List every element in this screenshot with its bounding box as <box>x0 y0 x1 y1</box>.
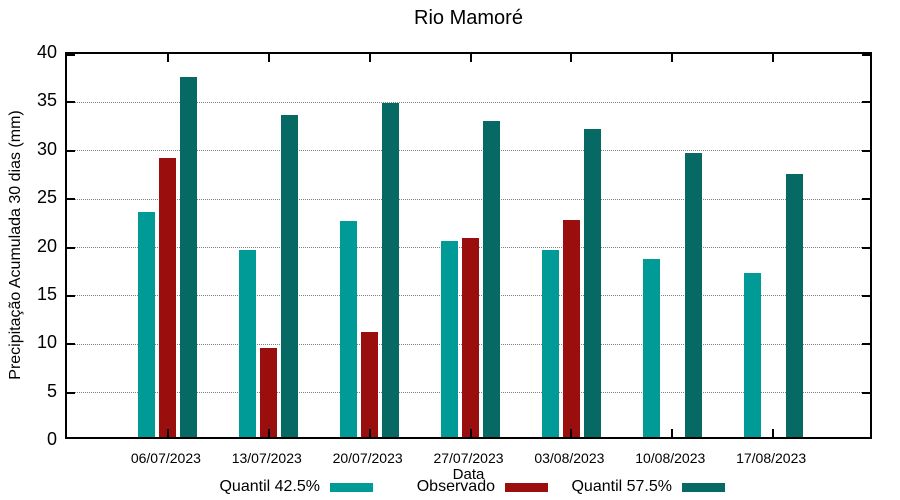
y-tick-right-10 <box>862 343 870 346</box>
plot-area <box>65 52 872 439</box>
gridline-y-35 <box>67 101 870 103</box>
bar-quantil-57-5--3 <box>483 120 500 437</box>
y-tick-left-15 <box>67 294 75 297</box>
bar-observado-0 <box>159 158 177 437</box>
y-tick-right-25 <box>862 198 870 201</box>
x-tick-bottom-6 <box>772 429 775 437</box>
legend-label-quantil-57-5: Quantil 57.5% <box>571 478 672 495</box>
x-tick-bottom-3 <box>469 429 472 437</box>
bar-quantil-57-5--0 <box>180 77 198 437</box>
bar-quantil-57-5--6 <box>785 173 803 437</box>
bar-quantil-42-5--3 <box>441 240 458 437</box>
x-tick-label-4: 03/08/2023 <box>534 450 605 466</box>
y-tick-label-30: 30 <box>36 138 57 159</box>
x-tick-top-4 <box>570 54 573 62</box>
gridline-y-30 <box>67 150 870 152</box>
x-tick-bottom-5 <box>671 429 674 437</box>
bar-quantil-42-5--4 <box>541 250 559 437</box>
x-tick-bottom-4 <box>570 429 573 437</box>
bar-quantil-42-5--0 <box>138 211 156 437</box>
bar-quantil-42-5--6 <box>743 272 761 437</box>
bar-observado-2 <box>361 331 379 437</box>
bar-quantil-57-5--2 <box>382 103 400 437</box>
bar-quantil-57-5--1 <box>281 114 299 437</box>
y-tick-right-30 <box>862 149 870 152</box>
y-tick-label-40: 40 <box>36 42 57 62</box>
legend-label-quantil-42-5: Quantil 42.5% <box>219 478 320 495</box>
x-tick-label-3: 27/07/2023 <box>433 450 504 466</box>
y-tick-label-20: 20 <box>36 235 57 256</box>
y-tick-label-25: 25 <box>36 187 57 208</box>
bar-observado-4 <box>562 220 580 437</box>
bar-observado-1 <box>260 348 278 437</box>
x-tick-label-2: 20/07/2023 <box>332 450 403 466</box>
x-tick-top-0 <box>166 54 169 62</box>
y-tick-label-0: 0 <box>46 429 57 449</box>
x-tick-top-6 <box>772 54 775 62</box>
bar-quantil-57-5--4 <box>583 129 601 437</box>
y-tick-label-5: 5 <box>46 380 57 401</box>
x-tick-bottom-2 <box>368 429 371 437</box>
y-tick-right-15 <box>862 294 870 297</box>
y-tick-left-0 <box>67 437 75 439</box>
y-tick-right-5 <box>862 391 870 394</box>
x-tick-top-1 <box>267 54 270 62</box>
y-tick-left-25 <box>67 198 75 201</box>
y-tick-right-20 <box>862 246 870 249</box>
chart-title: Rio Mamoré <box>414 7 523 29</box>
y-tick-label-35: 35 <box>36 90 57 111</box>
y-tick-left-35 <box>67 101 75 104</box>
bar-quantil-42-5--1 <box>239 250 257 437</box>
legend-swatch-quantil-42-5 <box>330 482 373 492</box>
x-tick-bottom-0 <box>166 429 169 437</box>
y-tick-left-30 <box>67 149 75 152</box>
bar-quantil-57-5--5 <box>684 152 702 437</box>
legend-item-observado: Observado <box>417 478 548 496</box>
bar-observado-3 <box>462 237 479 437</box>
x-tick-label-1: 13/07/2023 <box>231 450 302 466</box>
legend-swatch-observado <box>505 482 548 492</box>
x-tick-label-6: 17/08/2023 <box>736 450 807 466</box>
y-tick-label-10: 10 <box>36 332 57 353</box>
x-tick-top-2 <box>368 54 371 62</box>
x-axis-label: Data <box>452 466 485 483</box>
y-tick-left-10 <box>67 343 75 346</box>
x-tick-label-5: 10/08/2023 <box>635 450 706 466</box>
legend-label-observado: Observado <box>416 478 495 495</box>
x-tick-bottom-1 <box>267 429 270 437</box>
x-tick-top-3 <box>469 54 472 62</box>
legend-item-quantil-42-5: Quantil 42.5% <box>219 478 373 496</box>
y-tick-left-40 <box>67 54 75 56</box>
x-tick-label-0: 06/07/2023 <box>130 450 201 466</box>
y-tick-right-0 <box>862 437 870 439</box>
gridline-y-25 <box>67 198 870 200</box>
y-tick-label-15: 15 <box>36 283 57 304</box>
y-tick-right-35 <box>862 101 870 104</box>
bar-quantil-42-5--2 <box>340 221 358 437</box>
y-tick-left-5 <box>67 391 75 394</box>
y-tick-left-20 <box>67 246 75 249</box>
legend-swatch-quantil-57-5 <box>682 482 725 492</box>
x-tick-top-5 <box>671 54 674 62</box>
legend-item-quantil-57-5: Quantil 57.5% <box>571 478 725 496</box>
bar-quantil-42-5--5 <box>642 258 660 437</box>
y-tick-right-40 <box>862 54 870 56</box>
